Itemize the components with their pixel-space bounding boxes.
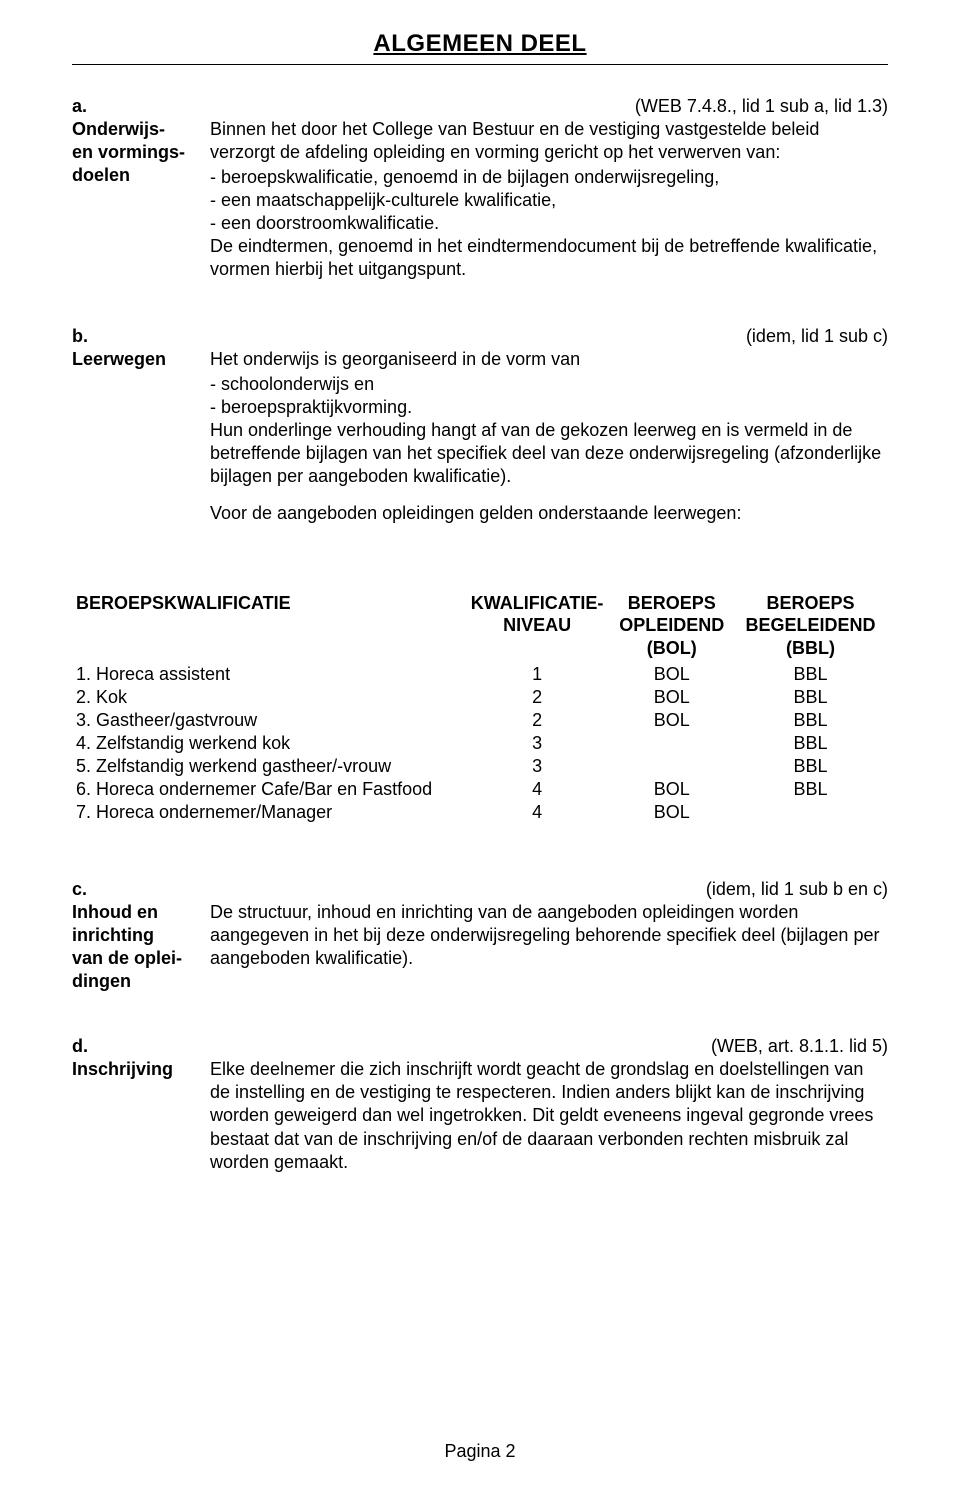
th-bbl: BEROEPS BEGELEIDEND (BBL) (733, 592, 888, 664)
section-b-para2: Hun onderlinge verhouding hangt af van d… (210, 419, 888, 488)
section-a-label: a. Onderwijs- en vormings- doelen (72, 95, 210, 187)
cell-name: 1. Horeca assistent (72, 663, 464, 686)
section-c-ref: (idem, lid 1 sub b en c) (210, 878, 888, 901)
section-b-dash-2: - beroepspraktijkvorming. (210, 396, 888, 419)
section-b-intro: Voor de aangeboden opleidingen gelden on… (210, 502, 888, 525)
section-a-dash-3: - een doorstroomkwalificatie. (210, 212, 888, 235)
section-d-para: Elke deelnemer die zich inschrijft wordt… (210, 1058, 888, 1173)
th-bol-l1: BEROEPS (628, 593, 716, 613)
cell-niveau: 2 (464, 686, 611, 709)
th-bol-l3: (BOL) (647, 638, 697, 658)
table-body: 1. Horeca assistent 1 BOL BBL 2. Kok 2 B… (72, 663, 888, 824)
th-niveau: KWALIFICATIE- NIVEAU (464, 592, 611, 664)
section-d: d. Inschrijving (WEB, art. 8.1.1. lid 5)… (72, 1035, 888, 1175)
section-c-para: De structuur, inhoud en inrichting van d… (210, 901, 888, 970)
cell-name: 2. Kok (72, 686, 464, 709)
page-title: ALGEMEEN DEEL (72, 30, 888, 58)
section-a-para1: Binnen het door het College van Bestuur … (210, 118, 888, 164)
table-head: BEROEPSKWALIFICATIE KWALIFICATIE- NIVEAU… (72, 592, 888, 664)
section-a-dash-1: - beroepskwalificatie, genoemd in de bij… (210, 166, 888, 189)
section-c-term-4: dingen (72, 970, 210, 993)
title-rule (72, 64, 888, 65)
cell-bbl: BBL (733, 778, 888, 801)
th-niveau-l1: KWALIFICATIE- (471, 593, 604, 613)
table-row: 1. Horeca assistent 1 BOL BBL (72, 663, 888, 686)
cell-bol: BOL (611, 801, 733, 824)
cell-name: 3. Gastheer/gastvrouw (72, 709, 464, 732)
section-a-ref: (WEB 7.4.8., lid 1 sub a, lid 1.3) (210, 95, 888, 118)
table-row: 6. Horeca ondernemer Cafe/Bar en Fastfoo… (72, 778, 888, 801)
section-d-letter: d. (72, 1035, 210, 1058)
section-c-letter: c. (72, 878, 210, 901)
table-row: 5. Zelfstandig werkend gastheer/-vrouw 3… (72, 755, 888, 778)
section-b-body: (idem, lid 1 sub c) Het onderwijs is geo… (210, 325, 888, 549)
section-d-body: (WEB, art. 8.1.1. lid 5) Elke deelnemer … (210, 1035, 888, 1175)
th-bbl-l2: BEGELEIDEND (745, 615, 875, 635)
section-d-ref: (WEB, art. 8.1.1. lid 5) (210, 1035, 888, 1058)
cell-bbl: BBL (733, 709, 888, 732)
section-c-term-1: Inhoud en (72, 901, 210, 924)
section-b-letter: b. (72, 325, 210, 348)
cell-name: 4. Zelfstandig werkend kok (72, 732, 464, 755)
section-a-letter: a. (72, 95, 210, 118)
section-a-para2: De eindtermen, genoemd in het eindtermen… (210, 235, 888, 281)
th-beroepskwalificatie: BEROEPSKWALIFICATIE (72, 592, 464, 664)
section-a-term-1: Onderwijs- (72, 118, 210, 141)
section-b: b. Leerwegen (idem, lid 1 sub c) Het ond… (72, 325, 888, 549)
section-c-label: c. Inhoud en inrichting van de oplei- di… (72, 878, 210, 993)
cell-niveau: 4 (464, 778, 611, 801)
cell-name: 5. Zelfstandig werkend gastheer/-vrouw (72, 755, 464, 778)
section-b-term-1: Leerwegen (72, 348, 210, 371)
table-header-row: BEROEPSKWALIFICATIE KWALIFICATIE- NIVEAU… (72, 592, 888, 664)
cell-niveau: 4 (464, 801, 611, 824)
table-row: 7. Horeca ondernemer/Manager 4 BOL (72, 801, 888, 824)
section-d-label: d. Inschrijving (72, 1035, 210, 1081)
th-bol: BEROEPS OPLEIDEND (BOL) (611, 592, 733, 664)
th-bbl-l3: (BBL) (786, 638, 835, 658)
section-a-body: (WEB 7.4.8., lid 1 sub a, lid 1.3) Binne… (210, 95, 888, 283)
section-b-label: b. Leerwegen (72, 325, 210, 371)
cell-bol: BOL (611, 686, 733, 709)
cell-name: 7. Horeca ondernemer/Manager (72, 801, 464, 824)
cell-bol: BOL (611, 709, 733, 732)
cell-bol: BOL (611, 778, 733, 801)
page: ALGEMEEN DEEL a. Onderwijs- en vormings-… (0, 0, 960, 1486)
section-a-dashes: - beroepskwalificatie, genoemd in de bij… (210, 166, 888, 235)
section-a: a. Onderwijs- en vormings- doelen (WEB 7… (72, 95, 888, 283)
th-niveau-l2: NIVEAU (503, 615, 571, 635)
section-b-dash-1: - schoolonderwijs en (210, 373, 888, 396)
section-d-term-1: Inschrijving (72, 1058, 210, 1081)
table-row: 4. Zelfstandig werkend kok 3 BBL (72, 732, 888, 755)
th-bbl-l1: BEROEPS (766, 593, 854, 613)
section-c-term-3: van de oplei- (72, 947, 210, 970)
cell-niveau: 3 (464, 732, 611, 755)
section-a-term-3: doelen (72, 164, 210, 187)
section-a-term-2: en vormings- (72, 141, 210, 164)
section-a-dash-2: - een maatschappelijk-culturele kwalific… (210, 189, 888, 212)
section-b-para1: Het onderwijs is georganiseerd in de vor… (210, 348, 888, 371)
table-row: 3. Gastheer/gastvrouw 2 BOL BBL (72, 709, 888, 732)
cell-name: 6. Horeca ondernemer Cafe/Bar en Fastfoo… (72, 778, 464, 801)
cell-bol: BOL (611, 663, 733, 686)
page-number: Pagina 2 (0, 1441, 960, 1462)
cell-bbl: BBL (733, 686, 888, 709)
section-b-ref: (idem, lid 1 sub c) (210, 325, 888, 348)
cell-bbl (733, 801, 888, 824)
cell-bol (611, 755, 733, 778)
section-c-term-2: inrichting (72, 924, 210, 947)
section-c-body: (idem, lid 1 sub b en c) De structuur, i… (210, 878, 888, 972)
cell-bbl: BBL (733, 663, 888, 686)
cell-niveau: 3 (464, 755, 611, 778)
cell-niveau: 2 (464, 709, 611, 732)
cell-bbl: BBL (733, 732, 888, 755)
kwalificatie-table: BEROEPSKWALIFICATIE KWALIFICATIE- NIVEAU… (72, 592, 888, 825)
section-c: c. Inhoud en inrichting van de oplei- di… (72, 878, 888, 993)
table-row: 2. Kok 2 BOL BBL (72, 686, 888, 709)
cell-bol (611, 732, 733, 755)
th-bol-l2: OPLEIDEND (619, 615, 724, 635)
cell-niveau: 1 (464, 663, 611, 686)
cell-bbl: BBL (733, 755, 888, 778)
section-b-dashes: - schoolonderwijs en - beroepspraktijkvo… (210, 373, 888, 419)
